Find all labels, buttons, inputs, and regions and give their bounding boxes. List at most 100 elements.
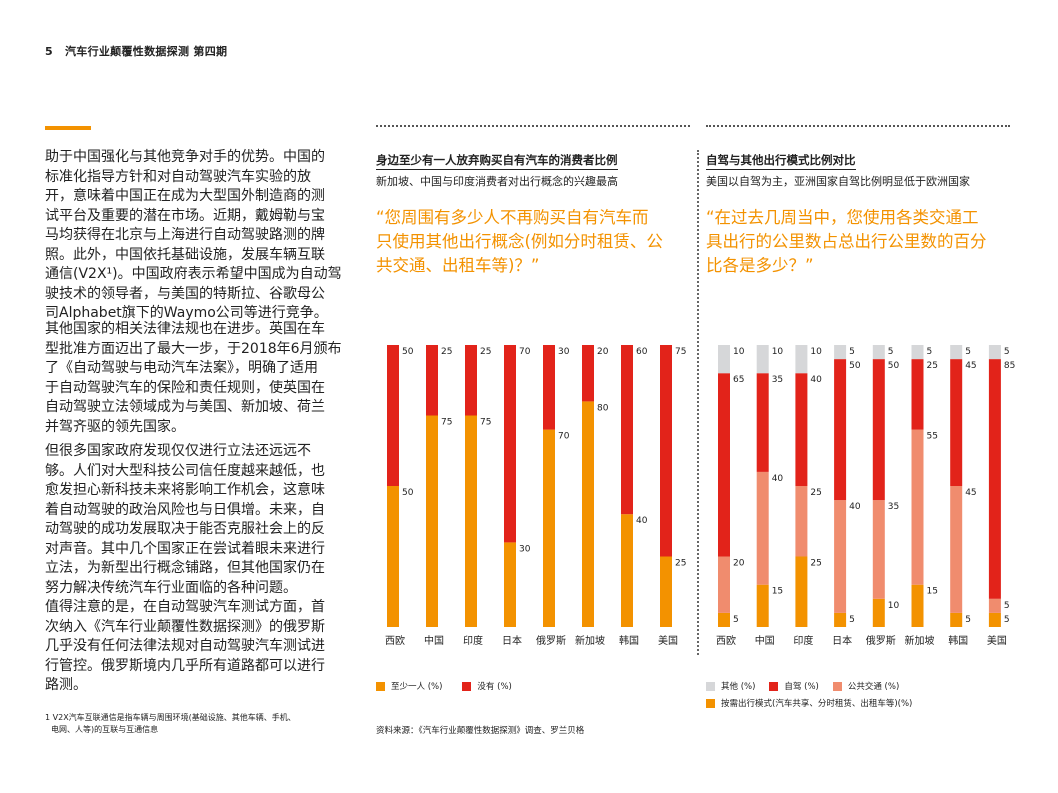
bar-segment <box>756 373 769 472</box>
data-label: 25 <box>480 347 491 357</box>
question-line: 比各是多少？” <box>706 256 814 275</box>
data-label: 30 <box>519 544 531 554</box>
data-label: 50 <box>849 361 861 371</box>
text-line: 通信(V2X¹)。中国政府表示希望中国成为自动驾 <box>45 266 342 282</box>
bar-segment <box>756 584 769 627</box>
data-label: 50 <box>402 488 414 498</box>
data-label: 25 <box>927 361 938 371</box>
text-line: 立法，为新型出行概念铺路，但其他国家仍在 <box>45 560 325 576</box>
data-label: 25 <box>441 347 452 357</box>
question-line: “您周围有多少人不再购买自有汽车而 <box>376 208 649 227</box>
chart1-title: 身边至少有一人放弃购买自有汽车的消费者比例 <box>376 152 618 170</box>
text-line: 愈发担心新科技未来将影响工作机会，这意味 <box>45 482 325 498</box>
category-label: 美国 <box>658 634 678 647</box>
category-label: 日本 <box>502 634 522 647</box>
bar-segment <box>988 598 1001 613</box>
bar-segment <box>950 359 963 486</box>
text-line: 标准化指导方针和对自动驾驶汽车实验的放 <box>45 168 311 185</box>
bar-segment <box>795 486 808 557</box>
bar-segment <box>834 345 847 360</box>
source-note: 资料来源：《汽车行业颠覆性数据探测》调查、罗兰贝格 <box>376 726 585 736</box>
chart2-title: 自驾与其他出行模式比例对比 <box>706 152 856 170</box>
legend-swatch <box>376 681 385 691</box>
data-label: 5 <box>849 347 855 357</box>
text-line: 够。人们对大型科技公司信任度越来越低，也 <box>45 462 325 479</box>
data-label: 5 <box>965 615 971 625</box>
legend-swatch <box>706 681 715 691</box>
category-label: 中国 <box>424 634 444 647</box>
text-line: 驶技术的领导者，与美国的特斯拉、谷歌母公 <box>45 285 325 302</box>
vertical-divider <box>697 150 699 655</box>
data-label: 10 <box>888 601 900 611</box>
bar-segment <box>543 345 555 430</box>
data-label: 5 <box>1004 615 1010 625</box>
data-label: 5 <box>849 615 855 625</box>
bar-segment <box>872 500 885 599</box>
text-line: 行管控。俄罗斯境内几乎所有道路都可以进行 <box>45 657 325 674</box>
accent-bar <box>45 126 91 130</box>
bar-segment <box>756 345 769 374</box>
data-label: 70 <box>519 347 531 357</box>
bar-segment <box>582 345 594 402</box>
legend-swatch <box>462 681 472 691</box>
text-line: 型批准方面迈出了最大一步，于2018年6月颁布 <box>45 340 342 357</box>
text-line: 几乎没有任何法律法规对自动驾驶汽车测试进 <box>45 638 325 654</box>
text-line: 值得注意的是，在自动驾驶汽车测试方面，首 <box>45 599 325 615</box>
bar-segment <box>988 345 1001 360</box>
data-label: 5 <box>1004 601 1010 611</box>
bar-segment <box>582 401 594 627</box>
question-line: 共交通、出租车等)？” <box>376 256 540 275</box>
data-label: 85 <box>1004 361 1015 371</box>
bar-segment <box>504 542 516 627</box>
data-label: 40 <box>636 516 648 526</box>
data-label: 10 <box>810 347 822 357</box>
legend-label: 按需出行模式(汽车共享、分时租赁、出租车等)(%) <box>721 699 913 709</box>
data-label: 45 <box>965 361 976 371</box>
data-label: 75 <box>480 418 491 428</box>
text-line: 路测。 <box>45 677 87 693</box>
category-label: 美国 <box>987 634 1007 647</box>
data-label: 50 <box>402 347 414 357</box>
footnote: 1 V2X汽车互联通信是指车辆与周围环境(基础设施、其他车辆、手机、 电网、人等)… <box>45 712 296 736</box>
category-label: 新加坡 <box>575 634 605 647</box>
bar-segment <box>911 345 924 360</box>
chart2-legend: 其他 (%) 自驾 (%) 公共交通 (%) <box>706 680 899 692</box>
data-label: 65 <box>733 375 744 385</box>
bar-segment <box>872 359 885 501</box>
bar-segment <box>988 359 1001 599</box>
bar-segment <box>660 345 672 557</box>
bar-segment <box>621 345 633 515</box>
footnote-line: 电网、人等)的互联与互通信息 <box>51 725 159 734</box>
paragraph-4: 值得注意的是，在自动驾驶汽车测试方面，首 次纳入《汽车行业颠覆性数据探测》的俄罗斯… <box>45 598 365 696</box>
question-line: “在过去几周当中，您使用各类交通工 <box>706 208 979 227</box>
data-label: 30 <box>558 347 570 357</box>
divider <box>376 125 690 127</box>
data-label: 75 <box>441 418 452 428</box>
data-label: 10 <box>733 347 745 357</box>
text-line: 了《自动驾驶与电动汽车法案》，明确了适用 <box>45 360 318 376</box>
text-line: 试平台及重要的潜在市场。近期，戴姆勒与宝 <box>45 207 325 224</box>
category-label: 西欧 <box>716 635 736 647</box>
data-label: 20 <box>597 347 609 357</box>
legend-swatch <box>769 681 779 691</box>
bar-segment <box>718 345 730 374</box>
bar-segment <box>426 415 438 627</box>
paragraph-2: 其他国家的相关法律法规也在进步。英国在车型批准方面迈出了最大一步，于2018年6… <box>45 320 365 437</box>
bar-segment <box>834 359 847 501</box>
data-label: 5 <box>927 347 933 357</box>
text-line: 其他国家的相关法律法规也在进步。英国在车 <box>45 321 325 337</box>
legend-swatch <box>832 681 842 691</box>
bar-segment <box>911 429 924 585</box>
category-label: 韩国 <box>619 634 639 647</box>
bar-segment <box>872 345 885 360</box>
divider <box>706 125 1010 127</box>
category-label: 俄罗斯 <box>536 634 566 647</box>
bar-segment <box>660 556 672 627</box>
question-line: 具出行的公里数占总出行公里数的百分 <box>706 232 987 251</box>
data-label: 55 <box>927 432 938 442</box>
page-number: 5 <box>45 45 53 58</box>
text-line: 但很多国家政府发现仅仅进行立法还远远不 <box>45 443 311 459</box>
data-label: 45 <box>965 488 976 498</box>
chart2-legend-row2: 按需出行模式(汽车共享、分时租赁、出租车等)(%) <box>706 697 912 709</box>
